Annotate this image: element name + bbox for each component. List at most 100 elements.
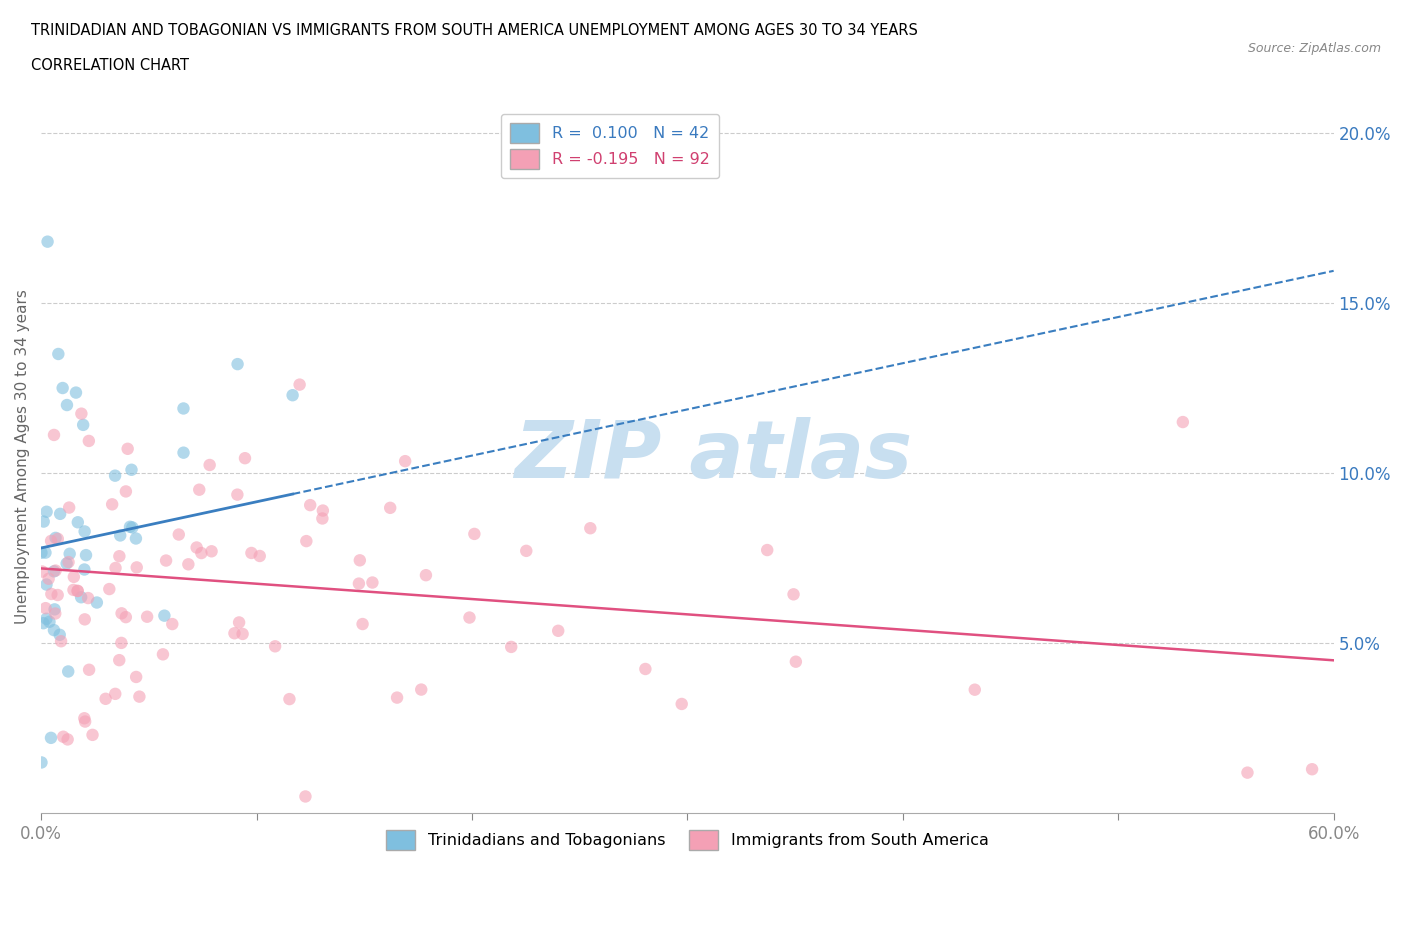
Point xyxy=(167,527,190,542)
Point xyxy=(385,690,408,705)
Text: TRINIDADIAN AND TOBAGONIAN VS IMMIGRANTS FROM SOUTH AMERICA UNEMPLOYMENT AMONG A: TRINIDADIAN AND TOBAGONIAN VS IMMIGRANTS… xyxy=(31,23,918,38)
Point xyxy=(73,711,96,725)
Text: ZIP atlas: ZIP atlas xyxy=(515,417,912,495)
Point xyxy=(125,670,148,684)
Point xyxy=(125,531,148,546)
Point xyxy=(188,483,211,498)
Point xyxy=(63,569,86,584)
Point xyxy=(75,714,97,729)
Point xyxy=(278,692,301,707)
Point xyxy=(32,616,55,631)
Point xyxy=(152,647,174,662)
Point xyxy=(380,500,402,515)
Point xyxy=(136,609,159,624)
Y-axis label: Unemployment Among Ages 30 to 34 years: Unemployment Among Ages 30 to 34 years xyxy=(15,288,30,623)
Point xyxy=(72,418,94,432)
Point xyxy=(110,635,132,650)
Point xyxy=(579,521,602,536)
Point xyxy=(44,606,66,621)
Point xyxy=(45,564,67,578)
Point xyxy=(295,534,318,549)
Point xyxy=(65,385,87,400)
Point xyxy=(240,546,263,561)
Point xyxy=(200,544,222,559)
Point xyxy=(104,468,127,483)
Point xyxy=(49,507,72,522)
Point xyxy=(108,528,131,543)
Point xyxy=(39,534,62,549)
Point xyxy=(121,520,143,535)
Point xyxy=(73,562,96,577)
Text: CORRELATION CHART: CORRELATION CHART xyxy=(31,58,188,73)
Point xyxy=(77,433,100,448)
Point xyxy=(186,540,208,555)
Point xyxy=(66,515,89,530)
Point xyxy=(59,546,82,561)
Point xyxy=(756,542,779,557)
Point xyxy=(52,380,75,395)
Point xyxy=(45,530,67,545)
Point xyxy=(177,557,200,572)
Point xyxy=(415,567,437,582)
Point xyxy=(515,543,537,558)
Point xyxy=(785,655,807,670)
Point xyxy=(104,686,127,701)
Point xyxy=(37,234,59,249)
Point xyxy=(349,552,371,567)
Text: Source: ZipAtlas.com: Source: ZipAtlas.com xyxy=(1247,42,1381,55)
Point xyxy=(458,610,481,625)
Point xyxy=(411,682,433,697)
Point xyxy=(311,511,333,525)
Point xyxy=(288,378,311,392)
Point xyxy=(32,514,55,529)
Point xyxy=(58,554,80,569)
Point xyxy=(232,627,254,642)
Point xyxy=(30,545,52,560)
Point xyxy=(101,497,124,512)
Point xyxy=(352,617,374,631)
Point xyxy=(86,595,108,610)
Point xyxy=(501,640,523,655)
Point xyxy=(299,498,322,512)
Point xyxy=(117,442,139,457)
Point xyxy=(77,591,100,605)
Point xyxy=(34,601,56,616)
Point xyxy=(121,462,143,477)
Point xyxy=(463,526,485,541)
Point xyxy=(110,605,132,620)
Point xyxy=(56,732,79,747)
Point xyxy=(77,662,100,677)
Point xyxy=(128,689,150,704)
Point xyxy=(963,683,986,698)
Point xyxy=(173,445,195,460)
Point xyxy=(41,587,63,602)
Point xyxy=(1236,765,1258,780)
Point xyxy=(35,504,58,519)
Point xyxy=(347,577,370,591)
Point xyxy=(153,608,176,623)
Point xyxy=(66,583,89,598)
Point xyxy=(162,617,184,631)
Point xyxy=(46,531,69,546)
Point xyxy=(294,789,316,804)
Point xyxy=(233,451,256,466)
Point xyxy=(115,484,138,498)
Point xyxy=(34,545,56,560)
Point xyxy=(73,524,96,538)
Legend: Trinidadians and Tobagonians, Immigrants from South America: Trinidadians and Tobagonians, Immigrants… xyxy=(377,820,998,859)
Point xyxy=(48,628,70,643)
Point xyxy=(108,549,131,564)
Point xyxy=(31,755,53,770)
Point xyxy=(38,571,60,586)
Point xyxy=(42,623,65,638)
Point xyxy=(49,634,72,649)
Point xyxy=(42,564,65,578)
Point xyxy=(42,428,65,443)
Point xyxy=(634,661,657,676)
Point xyxy=(226,487,249,502)
Point xyxy=(190,546,212,561)
Point xyxy=(249,549,271,564)
Point xyxy=(39,730,62,745)
Point xyxy=(224,626,246,641)
Point xyxy=(31,565,53,579)
